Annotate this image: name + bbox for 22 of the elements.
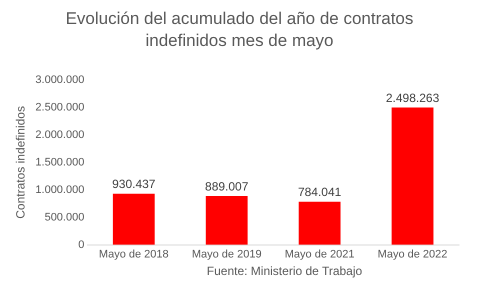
x-tick-label: Mayo de 2018 — [98, 248, 169, 260]
data-label: 930.437 — [112, 177, 156, 191]
bar — [112, 194, 155, 245]
source-note: Fuente: Ministerio de Trabajo — [206, 264, 364, 278]
data-label: 784.041 — [298, 185, 342, 200]
x-tick-label: Mayo de 2019 — [192, 248, 262, 260]
chart-title: Evolución del acumulado del año de contratos indefinidos mes de mayo — [64, 8, 414, 52]
data-label: 889.007 — [205, 179, 249, 194]
y-tick-label: 0 — [78, 238, 84, 251]
x-tick-label: Mayo de 2022 — [378, 248, 448, 260]
bar — [206, 196, 248, 245]
y-tick-label: 3.000.000 — [35, 74, 84, 86]
y-tick-label: 2.000.000 — [35, 128, 84, 141]
x-tick-label: Mayo de 2021 — [284, 248, 354, 260]
y-tick-label: 500.000 — [44, 211, 84, 224]
data-label: 2.498.263 — [386, 90, 440, 105]
bar — [298, 202, 341, 245]
bar — [392, 108, 434, 245]
y-axis-title: Contratos indefinidos — [14, 106, 28, 219]
y-tick-label: 2.500.000 — [35, 102, 84, 114]
y-tick-label: 1.000.000 — [35, 184, 84, 196]
y-tick-label: 1.500.000 — [35, 156, 84, 168]
